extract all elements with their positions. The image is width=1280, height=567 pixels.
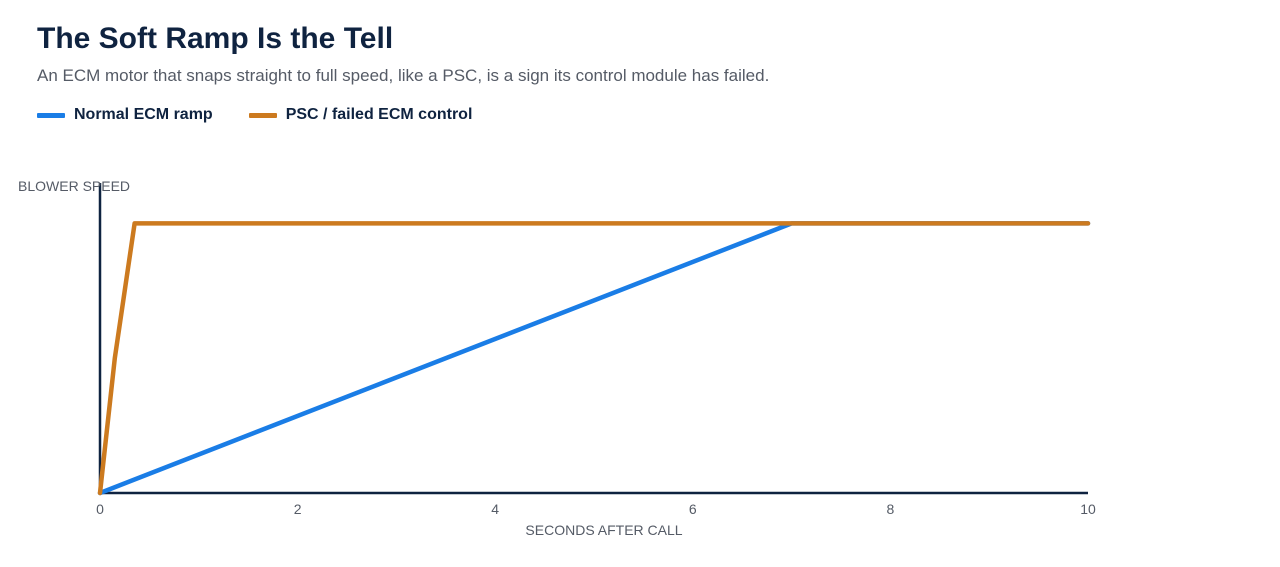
x-tick-label: 4 (491, 501, 499, 517)
chart-series (97, 221, 1091, 496)
legend-swatch-psc-failed (248, 112, 277, 118)
legend: Normal ECM ramp PSC / failed ECM control (37, 106, 508, 124)
chart-axes (98, 183, 1088, 495)
legend-swatch-normal-ecm (37, 112, 65, 118)
legend-label-psc-failed: PSC / failed ECM control (285, 106, 473, 123)
x-tick-label: 0 (96, 501, 104, 517)
x-axis-title: SECONDS AFTER CALL (525, 522, 682, 538)
x-tick-label: 2 (294, 501, 302, 517)
x-tick-label: 8 (887, 501, 895, 517)
series-line-1 (97, 221, 1091, 496)
x-tick-label: 6 (689, 501, 697, 517)
legend-label-normal-ecm: Normal ECM ramp (74, 106, 213, 123)
x-tick-label: 10 (1080, 501, 1096, 517)
chart-title: The Soft Ramp Is the Tell (37, 22, 394, 55)
chart-labels: 0 2 4 6 8 10 SECONDS AFTER CALL BLOWER SPEED (18, 178, 1096, 538)
series-line-2 (97, 221, 1091, 496)
legend-item-normal-ecm: Normal ECM ramp (37, 106, 213, 124)
chart-subtitle: An ECM motor that snaps straight to full… (37, 66, 770, 85)
y-axis-title: BLOWER SPEED (18, 178, 130, 194)
legend-item-psc-failed: PSC / failed ECM control (248, 106, 473, 124)
